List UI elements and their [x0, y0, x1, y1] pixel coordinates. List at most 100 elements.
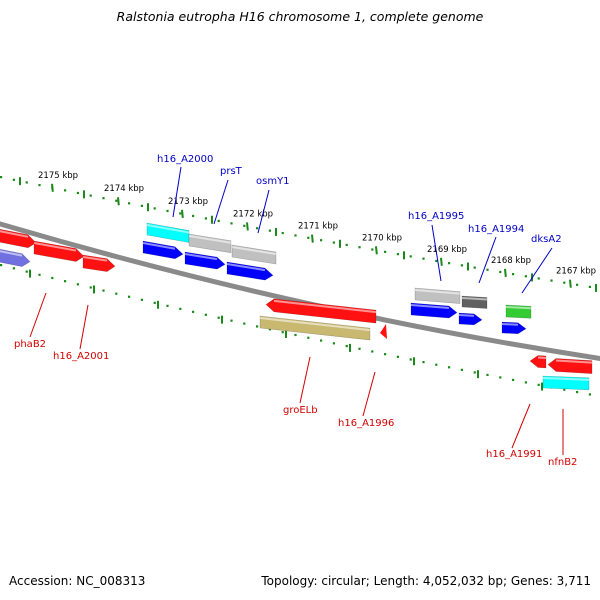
ring-dot: [588, 393, 591, 396]
gene-label[interactable]: dksA2: [531, 234, 562, 245]
tick-label: 2172 kbp: [233, 209, 273, 219]
gene-feature[interactable]: [410, 302, 458, 319]
gene-label[interactable]: h16_A1994: [468, 224, 524, 235]
gene-label[interactable]: groELb: [283, 405, 318, 416]
gene-feature[interactable]: [33, 240, 85, 262]
major-tick: [117, 197, 120, 206]
ring-dot: [217, 316, 220, 319]
leader-line: [172, 166, 182, 218]
ring-dot: [384, 353, 387, 356]
ring-dot: [89, 194, 92, 197]
ring-dot: [166, 304, 169, 307]
tick-label: 2173 kbp: [168, 197, 208, 207]
ring-dot: [435, 363, 438, 366]
ring-dot: [345, 344, 348, 348]
ring-dot: [204, 217, 207, 220]
genome-stats-text: Topology: circular; Length: 4,052,032 bp…: [261, 574, 591, 588]
leader-line: [521, 247, 553, 294]
leader-line: [213, 179, 229, 225]
ring-dot: [550, 279, 553, 282]
ring-dot: [371, 248, 374, 251]
gene-label[interactable]: osmY1: [256, 176, 290, 187]
ring-dot: [460, 264, 463, 267]
gene-feature[interactable]: [458, 312, 483, 326]
gene-label[interactable]: h16_A1995: [408, 211, 464, 222]
ring-dot: [358, 246, 361, 249]
gene-feature[interactable]: [146, 222, 190, 243]
tick-label: 2167 kbp: [556, 267, 596, 277]
ring-dot: [115, 199, 118, 202]
ring-dot: [460, 368, 463, 371]
gene-feature[interactable]: [231, 244, 277, 265]
gene-feature[interactable]: [0, 228, 37, 249]
gene-feature[interactable]: [226, 261, 274, 281]
ring-dot: [230, 222, 233, 225]
gene-feature[interactable]: [265, 298, 377, 324]
ring-dot: [435, 259, 438, 263]
gene-label[interactable]: h16_A1991: [486, 449, 542, 460]
ring-dot: [38, 273, 41, 276]
ring-dot: [243, 322, 246, 325]
ring-dot: [563, 388, 566, 391]
ring-dot: [102, 289, 105, 292]
ring-dot: [524, 381, 527, 384]
accession-text: Accession: NC_008313: [9, 574, 146, 588]
ring-dot: [563, 281, 566, 284]
ring-dot: [25, 181, 28, 184]
gene-feature[interactable]: [380, 324, 387, 339]
tick-label: 2174 kbp: [104, 184, 144, 194]
tick-label: 2170 kbp: [362, 233, 402, 243]
gene-feature[interactable]: [542, 375, 590, 391]
major-tick: [375, 246, 378, 255]
gene-feature[interactable]: [461, 295, 488, 309]
gene-feature[interactable]: [414, 287, 461, 304]
leader-line: [29, 292, 47, 338]
major-tick: [246, 222, 249, 231]
ring-dot: [448, 262, 451, 265]
gene-feature[interactable]: [529, 355, 547, 369]
ring-dot: [0, 264, 3, 267]
ring-dot: [179, 307, 182, 310]
ring-dot: [179, 212, 182, 215]
gene-label[interactable]: prsT: [220, 166, 243, 177]
gene-label[interactable]: nfnB2: [548, 457, 577, 468]
leader-line: [431, 224, 442, 282]
ring-dot: [384, 250, 387, 253]
gene-feature[interactable]: [505, 304, 532, 319]
gene-feature[interactable]: [188, 233, 232, 254]
gene-feature[interactable]: [547, 358, 593, 374]
ring-dot: [12, 267, 15, 270]
ring-dot: [294, 234, 297, 237]
ring-dot: [409, 255, 412, 258]
gene-feature[interactable]: [259, 315, 371, 341]
gene-label[interactable]: h16_A2000: [157, 154, 213, 165]
ring-dot: [76, 283, 79, 286]
ring-dot: [332, 342, 335, 345]
major-tick: [569, 279, 572, 288]
ring-dot: [588, 285, 591, 288]
ring-dot: [115, 292, 118, 295]
ring-dot: [537, 277, 540, 280]
gene-feature[interactable]: [0, 248, 31, 267]
gene-feature[interactable]: [142, 240, 184, 260]
ring-dot: [89, 286, 92, 289]
ring-dot: [576, 390, 579, 394]
ring-dot: [281, 231, 284, 235]
gene-feature[interactable]: [501, 321, 527, 335]
gene-feature[interactable]: [184, 251, 226, 270]
ring-dot: [537, 383, 540, 386]
major-tick: [51, 183, 54, 192]
ring-dot: [268, 229, 271, 232]
ring-dot: [281, 331, 284, 334]
ring-dot: [140, 204, 143, 207]
ring-dot: [192, 214, 195, 218]
gene-feature[interactable]: [82, 254, 116, 272]
gene-label[interactable]: h16_A2001: [53, 351, 109, 362]
tick-label: 2175 kbp: [38, 171, 78, 181]
ring-dot: [499, 270, 502, 274]
ring-dot: [486, 373, 489, 377]
gene-label[interactable]: phaB2: [14, 339, 46, 350]
ring-dot: [230, 319, 233, 322]
gene-label[interactable]: h16_A1996: [338, 418, 394, 429]
ring-dot: [243, 224, 246, 227]
